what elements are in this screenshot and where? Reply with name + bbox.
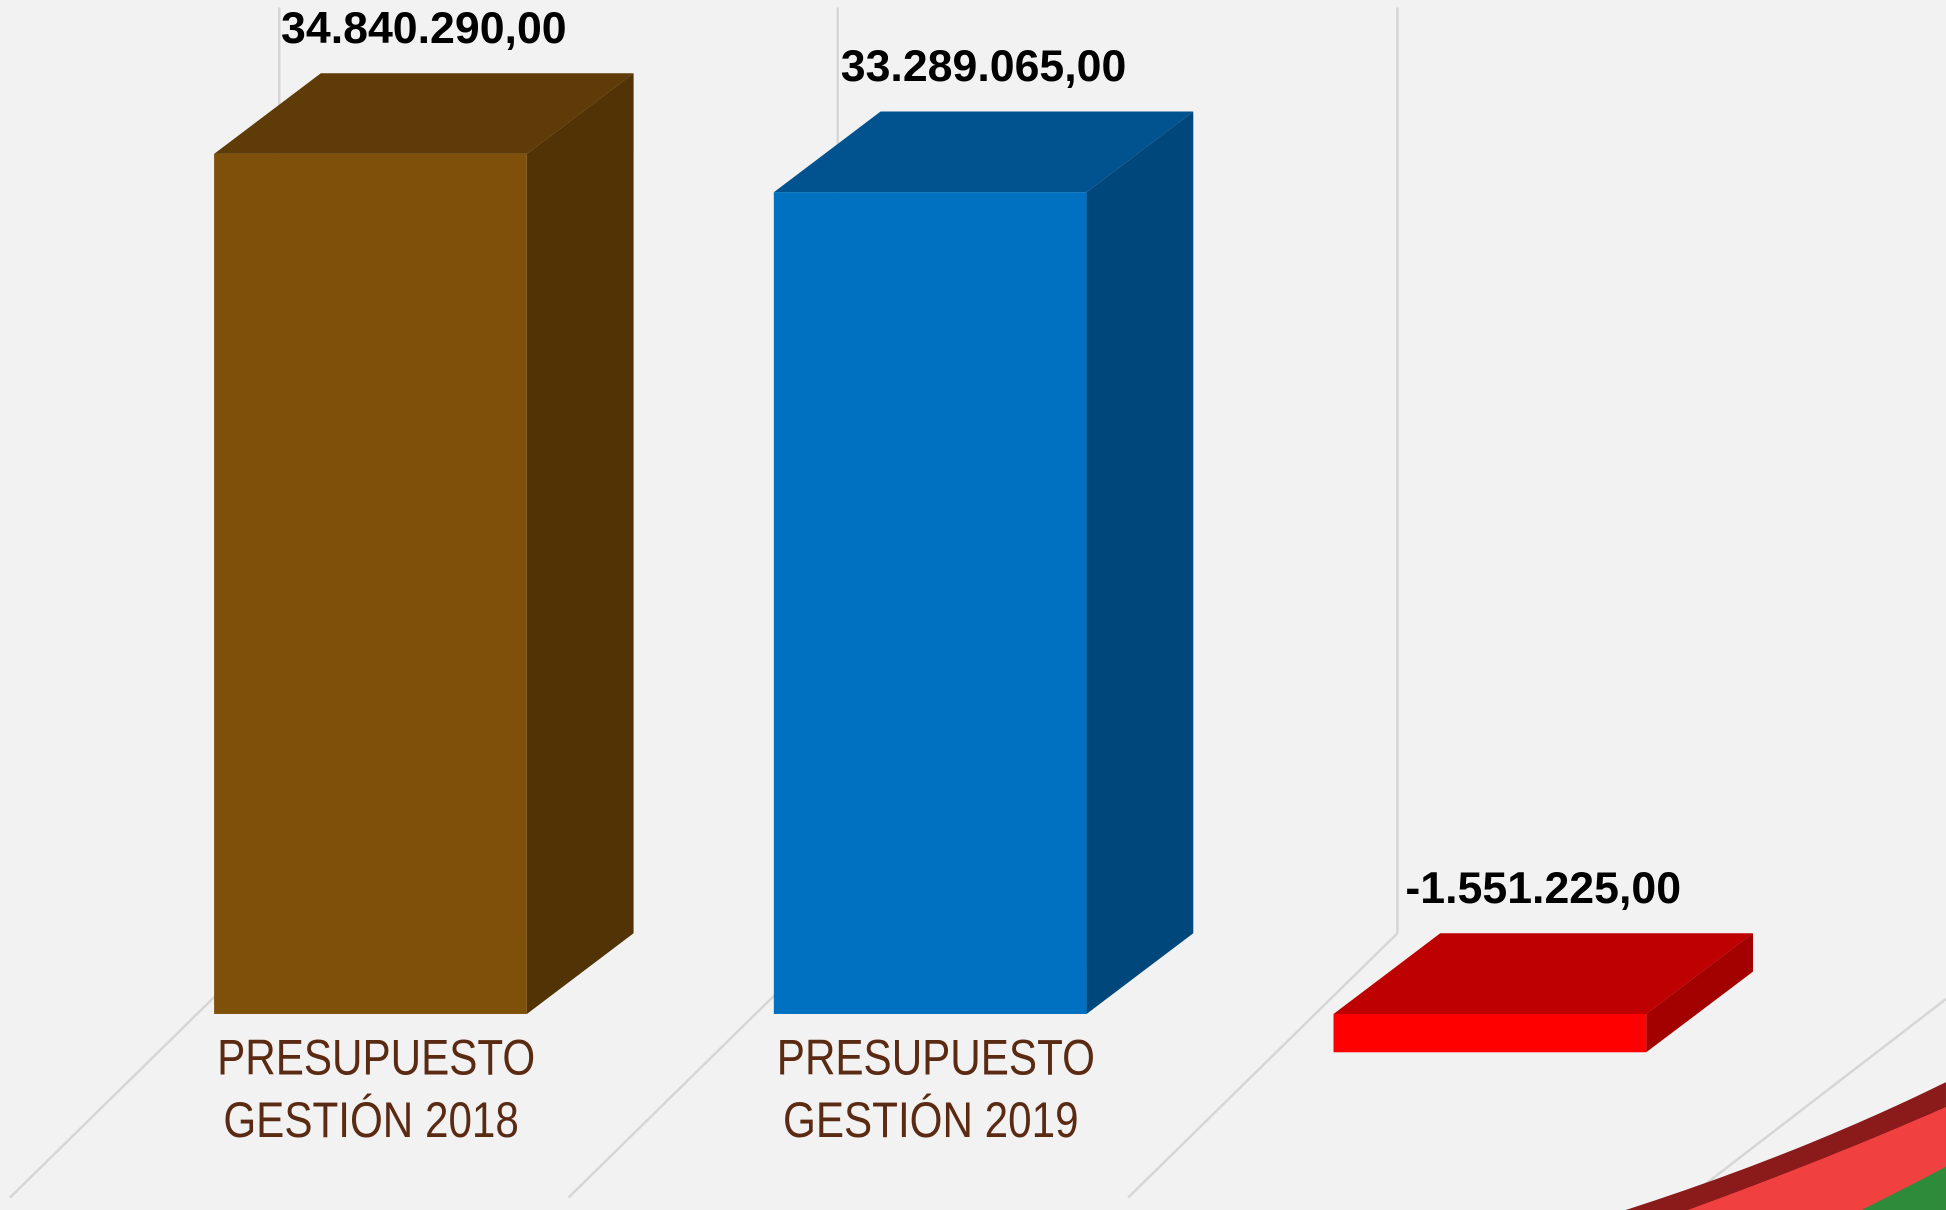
x-tick-label: PRESUPUESTO GESTIÓN 2018	[216, 1031, 535, 1148]
floor-line	[1127, 932, 1399, 1199]
bar-side	[1646, 933, 1753, 1053]
x-tick-label: PRESUPUESTO GESTIÓN 2019	[776, 1031, 1095, 1148]
bar-front	[773, 192, 1087, 1014]
bar	[1333, 933, 1753, 1053]
x-tick-label-box: PRESUPUESTO GESTIÓN 2018	[216, 1031, 535, 1148]
bar-front	[214, 153, 527, 1014]
bar-side	[1086, 111, 1194, 1014]
bar	[214, 73, 634, 1014]
swoosh	[1687, 1106, 1946, 1210]
bar-top	[214, 73, 634, 154]
bar-side	[526, 73, 634, 1014]
bar-top	[1333, 933, 1753, 1014]
floor-line	[1687, 998, 1946, 1199]
decoration	[1625, 1082, 1946, 1210]
bar-top	[773, 111, 1194, 193]
value-label: -1.551.225,00	[1405, 864, 1681, 913]
x-tick-label-box: PRESUPUESTO GESTIÓN 2019	[776, 1031, 1095, 1148]
value-label: 33.289.065,00	[841, 42, 1127, 91]
value-label: 34.840.290,00	[281, 4, 567, 53]
bar-front	[1333, 1013, 1647, 1053]
swoosh	[1861, 1166, 1946, 1210]
bar	[773, 111, 1194, 1014]
